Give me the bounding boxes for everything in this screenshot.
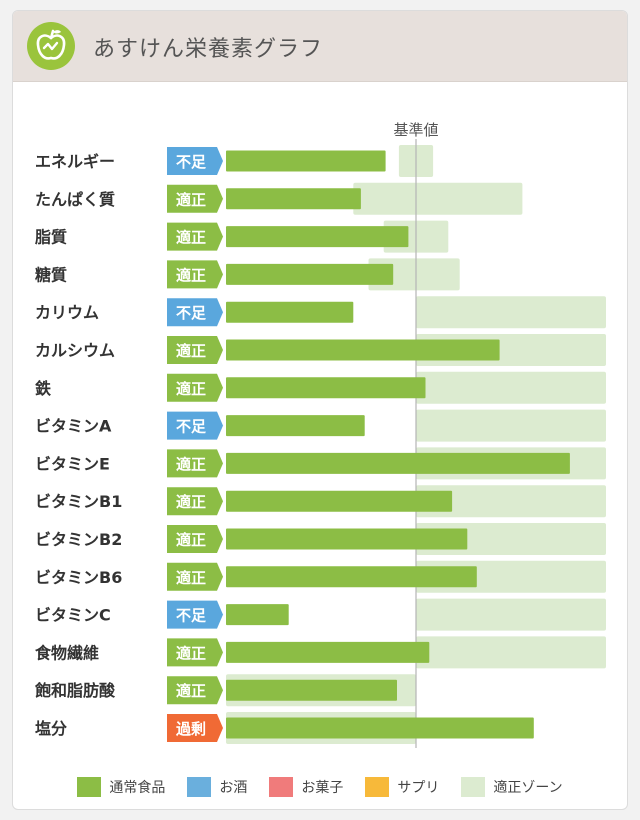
category-label: ビタミンA: [35, 417, 112, 436]
status-label: 不足: [176, 153, 207, 171]
legend-label: 適正ゾーン: [493, 780, 563, 796]
page-title: あすけん栄養素グラフ: [93, 37, 324, 62]
value-bar: [226, 604, 289, 626]
value-bar: [226, 679, 397, 701]
legend-item-sweets: お菓子: [269, 777, 343, 797]
status-badge: [167, 487, 223, 516]
status-label: 過剰: [175, 720, 206, 738]
status-badge: [167, 714, 223, 742]
zone-bar: [416, 409, 606, 442]
category-label: ビタミンC: [35, 606, 111, 625]
category-label: 糖質: [35, 265, 67, 284]
status-badge: [167, 336, 223, 364]
value-bar: [226, 226, 409, 248]
zone-bar: [416, 598, 606, 631]
category-label: 食物繊維: [34, 643, 99, 662]
status-label: 適正: [176, 644, 206, 662]
value-bar: [226, 641, 430, 663]
category-label: ビタミンB6: [35, 568, 122, 587]
status-label: 適正: [176, 342, 206, 360]
legend-label: お菓子: [301, 780, 344, 796]
legend-swatch: [461, 777, 486, 797]
status-badge: [167, 184, 223, 213]
category-label: ビタミンB2: [35, 530, 122, 549]
value-bar: [226, 188, 361, 210]
category-label: ビタミンB1: [35, 492, 122, 511]
value-bar: [226, 415, 365, 437]
status-badge: [167, 638, 223, 667]
value-bar: [226, 490, 453, 512]
status-label: 適正: [176, 455, 206, 473]
status-badge: [167, 298, 223, 327]
status-badge: [167, 260, 223, 289]
zone-bar: [416, 636, 606, 669]
legend-label: 通常食品: [109, 780, 166, 796]
category-label: たんぱく質: [35, 190, 115, 209]
legend-swatch: [365, 777, 390, 797]
value-bar: [226, 717, 534, 739]
status-label: 適正: [176, 191, 206, 209]
chart-legend: 通常食品 お酒 お菓子 サプリ 適正ゾーン: [13, 777, 627, 797]
legend-item-normal-food: 通常食品: [77, 777, 165, 797]
legend-item-alcohol: お酒: [187, 777, 247, 797]
status-label: 適正: [176, 569, 206, 587]
category-label: カルシウム: [35, 341, 115, 360]
value-bar: [226, 339, 500, 361]
status-badge: [167, 147, 223, 175]
legend-item-supplement: サプリ: [365, 777, 439, 797]
value-bar: [226, 528, 468, 550]
status-badge: [167, 373, 223, 402]
nutrient-bar-chart: 基準値エネルギー 不足たんぱく質 適正脂質 適正糖質 適正カリウム 不足カルシウム 適正鉄適…: [34, 121, 606, 748]
nutrient-graph-card: あすけん栄養素グラフ 基準値 エネルギー 不足 たんぱく質 適正 脂質 適正 糖質 適正 カリウム…: [12, 10, 628, 810]
status-label: 適正: [176, 531, 206, 549]
legend-swatch: [77, 777, 102, 797]
status-label: 適正: [176, 229, 206, 247]
value-bar: [226, 566, 477, 588]
legend-label: サプリ: [397, 780, 440, 796]
value-bar: [226, 377, 426, 399]
category-label: カリウム: [35, 303, 99, 322]
value-bar: [226, 263, 394, 285]
status-badge: [167, 222, 223, 251]
category-label: 飽和脂肪酸: [34, 681, 116, 700]
legend-label: お酒: [219, 780, 248, 796]
zone-bar: [416, 485, 606, 518]
category-label: 鉄: [35, 379, 51, 398]
legend-swatch: [187, 777, 212, 797]
status-label: 不足: [176, 418, 207, 436]
status-label: 適正: [176, 682, 206, 700]
status-label: 不足: [176, 304, 207, 322]
value-bar: [226, 150, 386, 172]
status-badge: [167, 676, 223, 705]
status-badge: [167, 562, 223, 591]
category-label: ビタミンE: [35, 454, 110, 473]
status-label: 適正: [176, 266, 206, 284]
reference-label: 基準値: [393, 121, 438, 139]
zone-bar: [416, 371, 606, 404]
category-label: エネルギー: [35, 152, 115, 171]
apple-icon: [27, 22, 75, 70]
legend-swatch: [269, 777, 294, 797]
status-label: 適正: [176, 380, 206, 398]
status-badge: [167, 411, 223, 440]
legend-item-zone: 適正ゾーン: [461, 777, 563, 797]
value-bar: [226, 452, 570, 474]
status-badge: [167, 600, 223, 629]
category-label: 塩分: [35, 719, 67, 738]
zone-bar: [353, 182, 523, 215]
category-label: 脂質: [35, 228, 67, 247]
status-badge: [167, 525, 223, 553]
value-bar: [226, 301, 354, 323]
status-label: 不足: [176, 607, 207, 625]
zone-bar: [416, 296, 606, 329]
status-label: 適正: [176, 493, 206, 511]
status-badge: [167, 449, 223, 478]
header: あすけん栄養素グラフ: [13, 11, 627, 82]
